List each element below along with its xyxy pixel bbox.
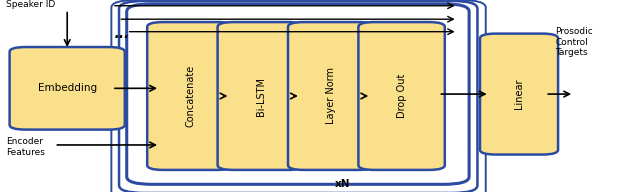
Text: Bi-LSTM: Bi-LSTM <box>256 76 266 116</box>
FancyBboxPatch shape <box>480 34 558 155</box>
Text: ···: ··· <box>114 31 129 45</box>
Text: Encoder
Features: Encoder Features <box>6 137 45 157</box>
Text: Layer Norm: Layer Norm <box>326 68 336 124</box>
Text: Prosodic
Control
Targets: Prosodic Control Targets <box>556 27 593 57</box>
FancyBboxPatch shape <box>358 22 445 170</box>
Text: xN: xN <box>335 179 350 189</box>
FancyBboxPatch shape <box>288 22 374 170</box>
Text: Concatenate: Concatenate <box>186 65 195 127</box>
Text: Embedding: Embedding <box>38 83 97 93</box>
FancyBboxPatch shape <box>218 22 304 170</box>
FancyBboxPatch shape <box>147 22 234 170</box>
Text: Linear: Linear <box>514 79 524 109</box>
Text: Drop Out: Drop Out <box>397 74 406 118</box>
FancyBboxPatch shape <box>10 47 125 130</box>
Text: Speaker ID: Speaker ID <box>6 0 56 9</box>
